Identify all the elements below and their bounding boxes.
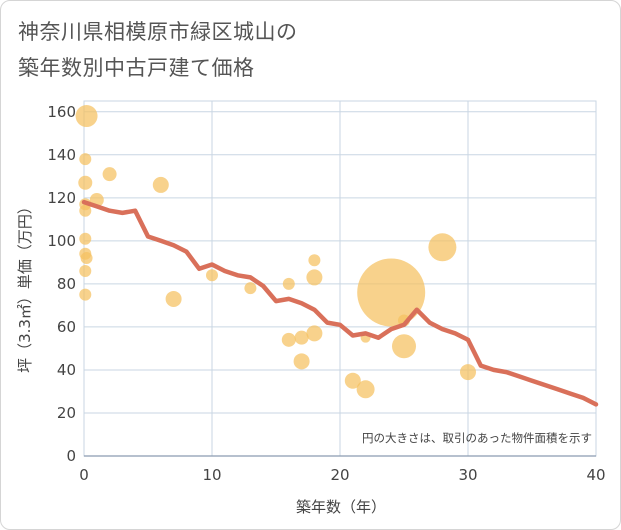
y-tick-label: 120	[47, 189, 76, 207]
grid-lines	[83, 100, 597, 457]
scatter-bubble	[78, 175, 93, 190]
y-tick-label: 160	[47, 103, 76, 121]
tick-labels: 0 20 40 60 80 100 120 140 160 0 10 20 30 40	[47, 103, 605, 484]
scatter-bubble	[102, 167, 117, 182]
x-tick-label: 40	[586, 466, 605, 484]
scatter-bubble	[79, 204, 92, 217]
scatter-bubble	[306, 325, 323, 342]
scatter-bubble	[356, 380, 375, 399]
scatter-bubble	[79, 153, 92, 166]
trend-layer	[81, 199, 599, 407]
x-tick-label: 30	[458, 466, 477, 484]
scatter-bubble	[75, 105, 98, 128]
scatter-bubble	[282, 277, 295, 290]
scatter-bubble	[344, 372, 361, 389]
scatter-bubble	[306, 269, 323, 286]
scatter-bubble	[460, 364, 476, 381]
scatter-bubble	[294, 330, 309, 345]
scatter-bubble	[165, 290, 182, 307]
y-tick-label: 140	[47, 146, 76, 164]
trend-line	[81, 199, 599, 407]
y-axis-label: 坪（3.3㎡）単価（万円）	[16, 199, 34, 373]
x-tick-label: 20	[330, 466, 349, 484]
scatter-bubble	[357, 258, 426, 327]
bubble-layer	[75, 105, 476, 399]
y-tick-label: 100	[47, 232, 76, 250]
scatter-bubble	[428, 233, 457, 262]
scatter-bubble	[308, 254, 321, 267]
scatter-bubble	[293, 353, 310, 370]
scatter-bubble	[79, 264, 92, 277]
y-tick-label: 0	[66, 447, 76, 465]
scatter-bubble	[79, 232, 92, 245]
x-tick-label: 10	[202, 466, 221, 484]
scatter-bubble	[244, 282, 257, 295]
scatter-bubble	[206, 269, 218, 282]
y-tick-label: 40	[57, 361, 76, 379]
x-tick-label: 0	[79, 466, 89, 484]
scatter-bubble	[80, 252, 93, 265]
scatter-bubble	[79, 288, 92, 301]
y-tick-label: 60	[57, 318, 76, 336]
x-axis-label: 築年数（年）	[296, 498, 386, 516]
scatter-bubble	[152, 176, 169, 193]
chart-title: 神奈川県相模原市緑区城山の 築年数別中古戸建て価格	[18, 20, 298, 80]
y-tick-label: 20	[57, 404, 76, 422]
scatter-bubble	[281, 332, 296, 347]
scatter-bubble	[392, 334, 416, 359]
size-legend-note: 円の大きさは、取引のあった物件面積を示す	[362, 431, 592, 445]
y-tick-label: 80	[57, 275, 76, 293]
